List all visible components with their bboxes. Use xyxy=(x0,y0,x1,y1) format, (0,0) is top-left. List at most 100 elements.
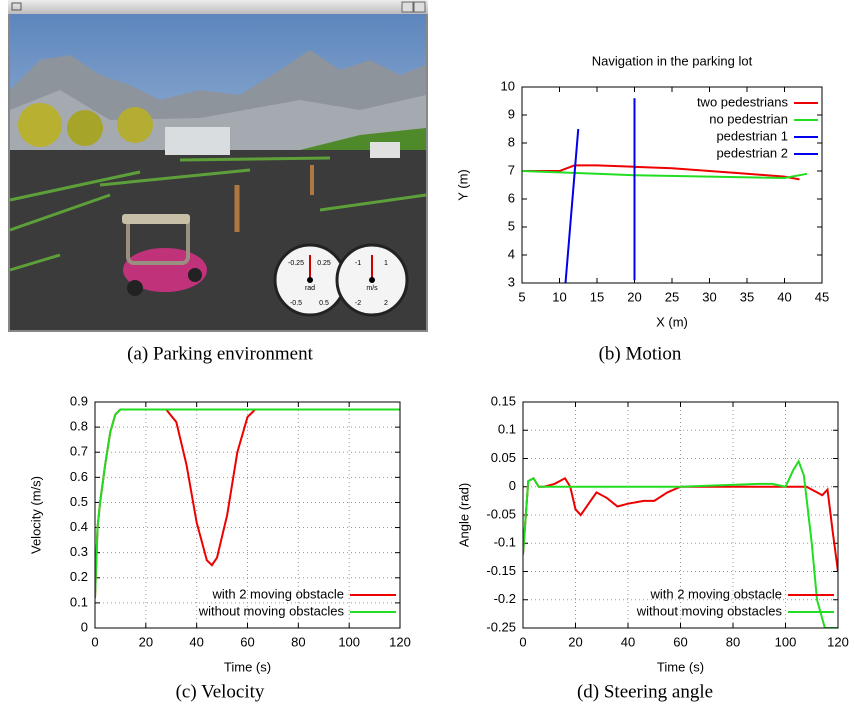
gauge-hub xyxy=(369,277,375,283)
series-line xyxy=(95,408,400,598)
caption: (a) Parking environment xyxy=(127,343,313,364)
minimize-button[interactable] xyxy=(401,1,414,13)
y-tick-label: -0.05 xyxy=(486,506,516,521)
series-line xyxy=(564,128,580,283)
title-bar xyxy=(8,0,428,14)
x-tick-label: 80 xyxy=(726,634,740,649)
building xyxy=(165,127,230,155)
caption: (d) Steering angle xyxy=(577,681,713,702)
x-tick-label: 20 xyxy=(568,634,582,649)
plot-frame xyxy=(522,401,839,629)
legend-label: pedestrian 1 xyxy=(716,128,788,143)
x-tick-label: 45 xyxy=(815,289,829,304)
y-axis-label: Velocity (m/s) xyxy=(28,476,43,554)
y-tick-label: 0.2 xyxy=(70,569,88,584)
x-tick-label: 40 xyxy=(189,634,203,649)
legend-label: without moving obstacles xyxy=(636,603,783,618)
x-tick-label: 30 xyxy=(702,289,716,304)
y-tick-label: 0.6 xyxy=(70,469,88,484)
y-tick-label: 0.5 xyxy=(70,494,88,509)
close-button[interactable] xyxy=(413,1,426,13)
gauge-label: 1 xyxy=(384,260,388,267)
y-tick-label: 5 xyxy=(508,218,515,233)
y-tick-label: 0.1 xyxy=(498,422,516,437)
gauge-unit: m/s xyxy=(366,285,378,292)
y-tick-label: 0.3 xyxy=(70,544,88,559)
series-line xyxy=(523,476,838,572)
x-tick-label: 80 xyxy=(291,634,305,649)
x-tick-label: 5 xyxy=(518,289,525,304)
tree xyxy=(67,110,103,146)
legend-label: without moving obstacles xyxy=(198,603,345,618)
gauge-unit: rad xyxy=(305,285,315,292)
gauge-hub xyxy=(307,277,313,283)
vehicle xyxy=(122,214,207,296)
x-tick-label: 100 xyxy=(338,634,360,649)
y-tick-label: 0 xyxy=(81,619,88,634)
x-tick-label: 20 xyxy=(627,289,641,304)
gauge-label: -2 xyxy=(355,300,361,307)
y-tick-label: -0.25 xyxy=(486,619,516,634)
gauge-label: 0.5 xyxy=(319,300,329,307)
x-tick-label: 20 xyxy=(139,634,153,649)
mountains-near xyxy=(10,90,426,160)
plot-frame xyxy=(94,401,401,629)
screenshot xyxy=(8,0,428,332)
chart-title: Navigation in the parking lot xyxy=(592,53,753,68)
y-tick-label: 0.4 xyxy=(70,519,88,534)
x-tick-label: 10 xyxy=(552,289,566,304)
tree xyxy=(117,107,153,143)
y-tick-label: 7 xyxy=(508,162,515,177)
gauge-label: -1 xyxy=(355,260,361,267)
x-tick-label: 100 xyxy=(775,634,797,649)
x-tick-label: 120 xyxy=(389,634,411,649)
y-tick-label: 0.15 xyxy=(491,393,516,408)
x-tick-label: 0 xyxy=(91,634,98,649)
x-tick-label: 0 xyxy=(519,634,526,649)
y-tick-label: -0.15 xyxy=(486,563,516,578)
y-tick-label: 3 xyxy=(508,274,515,289)
legend-label: with 2 moving obstacle xyxy=(649,586,782,601)
x-tick-label: 120 xyxy=(827,634,849,649)
gauge-label: -0.5 xyxy=(290,300,302,307)
y-tick-label: 10 xyxy=(501,78,515,93)
y-tick-label: 9 xyxy=(508,106,515,121)
y-tick-label: -0.2 xyxy=(494,591,516,606)
legend-label: no pedestrian xyxy=(709,111,788,126)
x-tick-label: 25 xyxy=(665,289,679,304)
series-line xyxy=(95,408,400,598)
y-tick-label: 0.7 xyxy=(70,444,88,459)
x-axis-label: X (m) xyxy=(656,314,688,329)
window-icon xyxy=(11,2,22,11)
x-tick-label: 60 xyxy=(673,634,687,649)
x-tick-label: 40 xyxy=(621,634,635,649)
y-axis-label: Y (m) xyxy=(455,169,470,201)
x-tick-label: 40 xyxy=(777,289,791,304)
legend-label: pedestrian 2 xyxy=(716,145,788,160)
x-tick-label: 15 xyxy=(590,289,604,304)
gauge-label: 0.25 xyxy=(317,260,331,267)
x-tick-label: 60 xyxy=(240,634,254,649)
legend-label: with 2 moving obstacle xyxy=(211,586,344,601)
parking-lines xyxy=(9,156,427,272)
building xyxy=(370,142,400,158)
y-tick-label: 0.05 xyxy=(491,450,516,465)
x-axis-label: Time (s) xyxy=(224,659,271,674)
gauge-label: 2 xyxy=(384,300,388,307)
gauge-label: -0.25 xyxy=(288,260,304,267)
y-tick-label: -0.1 xyxy=(494,535,516,550)
y-tick-label: 0.8 xyxy=(70,419,88,434)
y-tick-label: 6 xyxy=(508,190,515,205)
y-tick-label: 0 xyxy=(509,478,516,493)
caption: (b) Motion xyxy=(599,343,682,364)
series-line xyxy=(523,459,838,628)
y-tick-label: 0.1 xyxy=(70,594,88,609)
plot-frame xyxy=(521,86,823,284)
y-tick-label: 8 xyxy=(508,134,515,149)
caption: (c) Velocity xyxy=(176,681,265,702)
y-axis-label: Angle (rad) xyxy=(456,483,471,547)
y-tick-label: 4 xyxy=(508,246,515,261)
x-axis-label: Time (s) xyxy=(657,659,704,674)
